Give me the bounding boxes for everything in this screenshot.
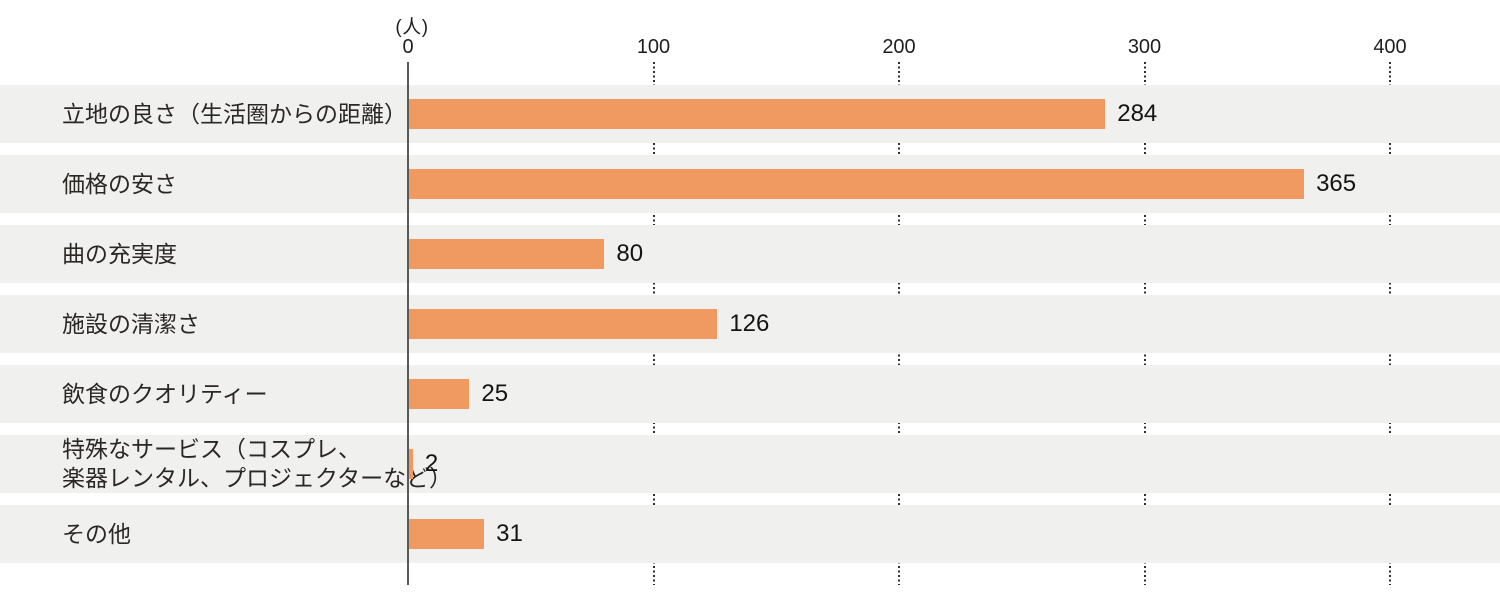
category-label: 飲食のクオリティー bbox=[62, 380, 268, 407]
value-label: 80 bbox=[616, 240, 644, 267]
category-label: 価格の安さ bbox=[62, 170, 177, 197]
x-tick-label: 0 bbox=[402, 36, 414, 58]
x-tick-label: 300 bbox=[1127, 36, 1162, 58]
value-label: 284 bbox=[1117, 100, 1158, 127]
bar bbox=[408, 169, 1305, 199]
axis-unit-label: (人) bbox=[395, 17, 429, 38]
x-tick-label: 100 bbox=[636, 36, 671, 58]
x-tick-label: 200 bbox=[882, 36, 916, 58]
bar bbox=[408, 519, 485, 549]
value-label: 31 bbox=[496, 520, 523, 547]
x-tick-label: 400 bbox=[1373, 36, 1407, 58]
category-label: 施設の清潔さ bbox=[62, 310, 200, 337]
category-label: 立地の良さ（生活圏からの距離） bbox=[62, 100, 407, 127]
category-label: その他 bbox=[62, 520, 131, 547]
bar bbox=[408, 239, 605, 269]
category-label: 曲の充実度 bbox=[62, 240, 177, 267]
value-label: 25 bbox=[481, 380, 509, 407]
chart-row: その他 31 bbox=[0, 505, 1500, 563]
bar bbox=[408, 449, 413, 479]
bar bbox=[408, 309, 718, 339]
bar bbox=[408, 99, 1106, 129]
chart-row: 価格の安さ 365 bbox=[0, 155, 1500, 213]
value-label: 2 bbox=[424, 450, 439, 477]
bar bbox=[408, 379, 470, 409]
value-label: 126 bbox=[729, 310, 770, 337]
category-label: 特殊なサービス（コスプレ、 楽器レンタル、プロジェクターなど） bbox=[62, 436, 453, 491]
zero-axis-line bbox=[407, 62, 409, 585]
chart-row: 特殊なサービス（コスプレ、 楽器レンタル、プロジェクターなど） 2 bbox=[0, 435, 1500, 493]
chart-row: 飲食のクオリティー 25 bbox=[0, 365, 1500, 423]
value-label: 365 bbox=[1316, 170, 1357, 197]
chart-row: 立地の良さ（生活圏からの距離） 284 bbox=[0, 85, 1500, 143]
chart-row: 曲の充実度 80 bbox=[0, 225, 1500, 283]
chart-row: 施設の清潔さ 126 bbox=[0, 295, 1500, 353]
